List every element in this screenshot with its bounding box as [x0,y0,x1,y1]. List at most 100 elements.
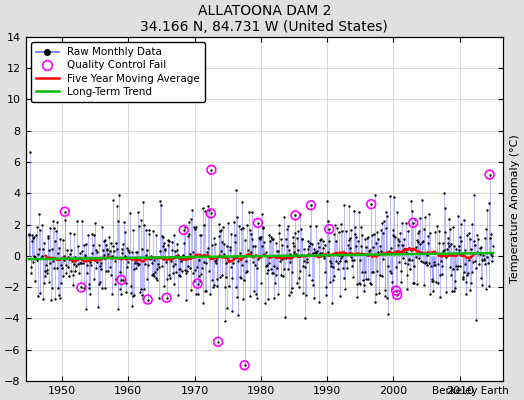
Point [410,280,419,286]
Point [226,247,234,253]
Point [132,264,140,271]
Point [78,247,86,254]
Point [316,237,324,244]
Point [144,296,152,303]
Point [473,249,481,255]
Point [303,246,312,252]
Point [278,256,287,262]
Point [51,238,60,244]
Point [297,236,305,242]
Point [159,233,167,240]
Point [230,218,238,225]
Point [336,254,345,261]
Point [261,300,269,306]
Point [247,249,255,255]
Point [231,232,239,238]
Point [125,249,133,256]
Point [285,247,293,253]
Point [202,288,211,294]
Point [222,260,230,266]
Point [384,263,392,269]
Point [463,272,471,278]
Point [443,234,452,241]
Point [58,237,67,244]
Point [395,258,403,265]
Point [162,295,171,301]
Point [142,227,150,233]
Point [37,253,46,260]
Point [176,272,184,279]
Point [106,272,115,278]
Point [282,226,291,232]
Point [253,265,261,271]
Point [165,272,173,278]
Point [329,277,337,283]
Point [105,233,113,240]
Point [156,248,164,254]
Point [107,291,116,298]
Point [414,230,422,236]
Point [132,248,140,255]
Point [111,258,119,264]
Point [450,288,458,294]
Point [52,228,60,234]
Point [488,258,497,264]
Point [377,227,385,233]
Point [314,253,322,259]
Point [367,201,375,207]
Point [114,306,123,312]
Point [465,256,473,263]
Point [163,237,172,244]
Point [78,218,86,224]
Point [323,248,332,255]
Point [403,260,412,267]
Point [127,249,136,255]
Point [270,294,279,301]
Point [423,262,431,268]
Point [326,260,335,266]
Point [259,224,268,230]
Point [445,263,454,270]
Point [111,280,119,287]
Point [352,242,360,249]
Point [145,231,154,237]
Point [112,240,120,246]
Point [291,212,300,218]
Point [109,196,117,203]
Point [210,234,218,241]
Point [180,227,188,233]
Point [190,278,199,284]
Point [337,221,345,227]
Point [264,296,272,302]
Point [221,318,229,324]
Point [175,266,183,272]
Point [80,284,88,291]
Point [472,264,481,271]
Point [445,216,453,222]
Point [291,212,300,218]
Point [140,222,148,229]
Point [324,218,332,224]
Point [113,245,121,252]
Point [45,279,53,285]
Point [207,167,215,173]
Point [481,235,489,241]
Point [470,191,478,198]
Point [120,218,128,225]
Point [116,286,124,292]
Point [130,266,139,272]
Point [325,226,333,232]
Point [100,238,108,244]
Point [98,224,106,230]
Point [110,248,118,254]
Point [435,294,444,300]
Point [276,272,285,278]
Point [62,270,70,276]
Point [475,245,484,251]
Point [84,231,92,238]
Point [447,272,455,278]
Point [261,262,270,269]
Point [227,274,236,281]
Point [173,241,181,248]
Point [427,263,435,269]
